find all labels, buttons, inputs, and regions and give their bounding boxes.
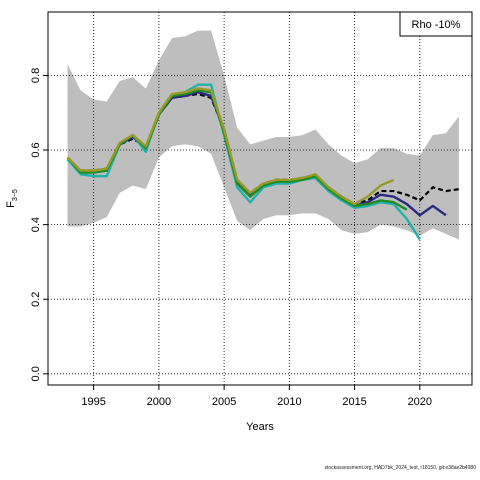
legend: Rho -10% bbox=[399, 11, 473, 37]
plot-frame bbox=[47, 11, 473, 386]
y-tick-label-0.8: 0.8 bbox=[30, 68, 42, 83]
x-tick-label-2005: 2005 bbox=[212, 396, 236, 408]
y-tick-label-0.2: 0.2 bbox=[30, 292, 42, 307]
y-tick-label-0.0: 0.0 bbox=[30, 366, 42, 381]
x-tick-label-2000: 2000 bbox=[147, 396, 171, 408]
y-axis: 0.0 0.2 0.4 0.6 0.8 bbox=[30, 68, 48, 381]
confidence-band-layer bbox=[67, 30, 459, 240]
grid-layer bbox=[48, 12, 472, 385]
y-axis-title-subscript: 3−5 bbox=[12, 189, 19, 201]
x-axis: 1995 2000 2005 2010 2015 2020 bbox=[81, 385, 432, 408]
x-axis-title: Years bbox=[246, 421, 274, 433]
legend-box bbox=[399, 11, 473, 37]
series-layer bbox=[66, 83, 460, 241]
confidence-band bbox=[67, 30, 459, 240]
y-tick-label-0.6: 0.6 bbox=[30, 142, 42, 157]
x-tick-label-2015: 2015 bbox=[342, 396, 366, 408]
y-tick-label-0.4: 0.4 bbox=[30, 217, 42, 232]
x-tick-label-2020: 2020 bbox=[408, 396, 432, 408]
x-tick-label-2010: 2010 bbox=[277, 396, 301, 408]
footer-source: stockassessment.org, HAD7bk_2024_test, r… bbox=[325, 465, 477, 471]
y-axis-title-main: F bbox=[5, 201, 17, 208]
y-axis-title: F3−5 bbox=[5, 189, 19, 208]
x-tick-label-1995: 1995 bbox=[81, 396, 105, 408]
series-line-5 bbox=[66, 87, 395, 206]
legend-label: Rho -10% bbox=[412, 19, 461, 31]
